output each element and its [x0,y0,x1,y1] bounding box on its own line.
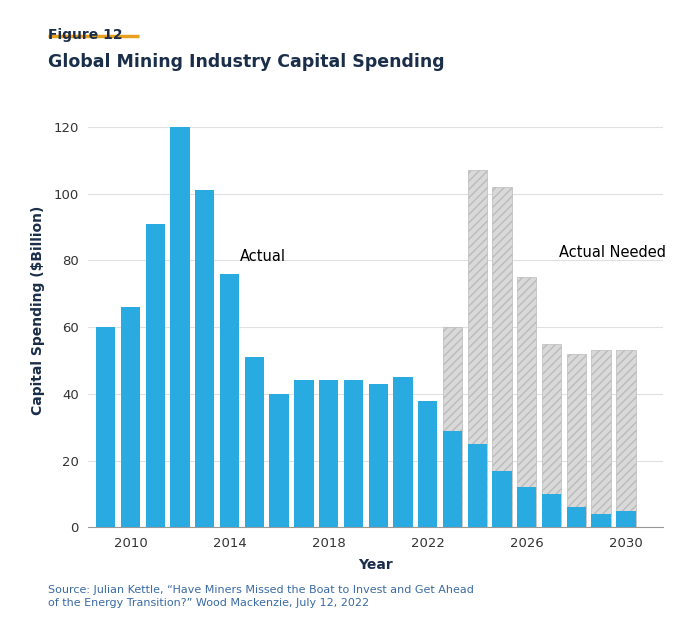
Bar [616,351,636,527]
Bar [443,431,462,527]
Bar [542,344,561,527]
Bar [121,307,140,527]
Bar [517,487,537,527]
Text: Actual Needed: Actual Needed [559,245,666,260]
Text: Global Mining Industry Capital Spending: Global Mining Industry Capital Spending [48,53,444,71]
Bar [492,187,511,527]
Text: Actual: Actual [239,249,286,264]
Bar [393,377,413,527]
Bar [245,357,264,527]
Y-axis label: Capital Spending ($Billion): Capital Spending ($Billion) [31,206,45,415]
Bar [542,494,561,527]
Bar [418,401,437,527]
Bar [369,384,388,527]
Bar [517,277,537,527]
Bar [566,507,586,527]
Bar [171,127,190,527]
Bar [592,351,611,527]
Bar [443,327,462,527]
Bar [344,381,363,527]
Text: Figure 12: Figure 12 [48,28,122,42]
Bar [96,327,116,527]
Bar [468,170,487,527]
Bar [319,381,339,527]
Bar [269,394,289,527]
Bar [220,274,239,527]
Bar [616,510,636,527]
Bar [566,354,586,527]
Bar [294,381,313,527]
Bar [592,514,611,527]
X-axis label: Year: Year [358,558,393,572]
Text: Source: Julian Kettle, “Have Miners Missed the Boat to Invest and Get Ahead
of t: Source: Julian Kettle, “Have Miners Miss… [48,585,473,608]
Bar [195,190,214,527]
Bar [492,470,511,527]
Bar [468,444,487,527]
Bar [146,224,165,527]
